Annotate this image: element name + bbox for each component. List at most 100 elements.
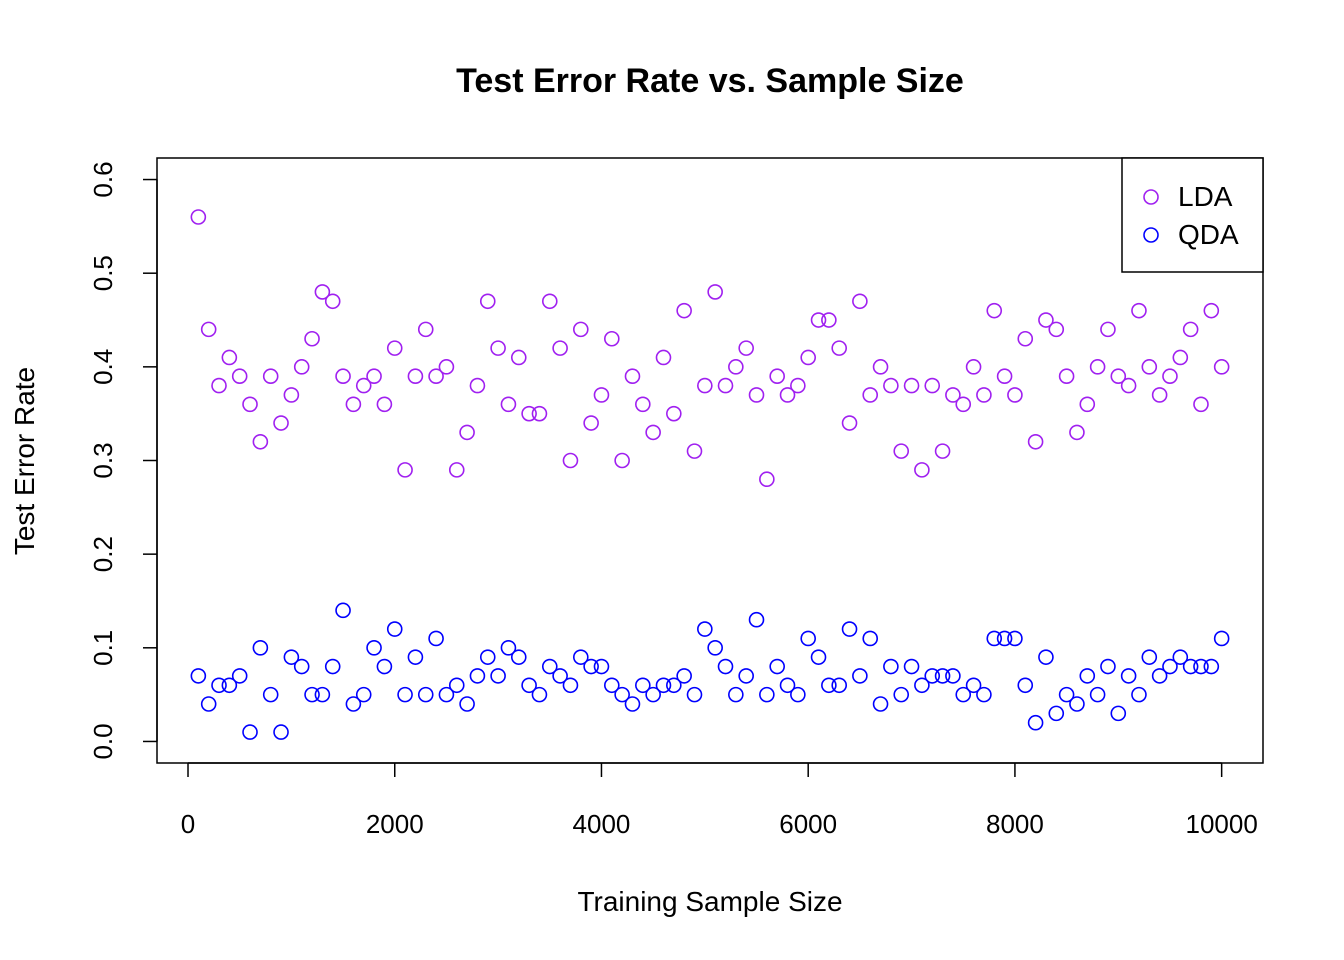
y-tick-label: 0.1 [88,630,118,666]
data-point-qda [324,658,341,675]
data-point-qda [1038,649,1054,665]
data-point-qda [686,686,703,703]
data-point-lda [1213,359,1230,375]
data-point-lda [914,462,930,478]
data-point-lda [1193,396,1209,413]
data-point-lda [1110,368,1127,385]
data-point-qda [1151,668,1168,684]
data-point-lda [893,443,910,459]
chart-title: Test Error Rate vs. Sample Size [456,62,964,100]
data-point-qda [386,621,403,637]
data-point-lda [1120,377,1137,394]
data-point-lda [1069,424,1085,441]
data-point-lda [1007,387,1023,403]
data-point-qda [934,668,951,684]
data-point-qda [293,658,310,675]
data-point-lda [242,396,258,413]
data-point-lda [1089,359,1106,375]
data-point-lda [552,340,568,356]
data-point-lda [945,387,961,403]
x-axis-label: Training Sample Size [577,886,842,917]
data-point-lda [707,284,723,300]
data-point-lda [252,433,269,450]
data-point-qda [635,677,651,694]
y-tick-label: 0.0 [88,723,118,759]
data-point-lda [572,321,589,338]
data-point-lda [593,387,610,403]
data-point-lda [697,377,713,394]
data-point-qda [738,668,754,684]
data-point-qda [572,649,589,665]
legend-marker-qda [1143,227,1159,243]
data-point-qda [893,686,910,703]
x-tick-label: 6000 [779,809,837,839]
data-point-lda [448,462,465,478]
legend-box [1121,157,1264,273]
data-point-qda [666,677,682,694]
data-point-lda [386,340,403,356]
data-point-qda [914,677,930,694]
data-point-lda [810,312,827,328]
data-point-lda [821,312,837,328]
data-point-lda [862,387,879,403]
data-point-qda [872,696,889,712]
data-point-qda [366,640,382,656]
data-point-lda [324,293,341,310]
data-point-lda [1017,330,1034,347]
legend-label-qda: QDA [1178,219,1239,250]
data-point-qda [1048,705,1065,722]
data-point-qda [852,668,868,684]
data-point-qda [283,649,300,665]
data-point-lda [614,452,630,469]
data-point-qda [676,668,692,684]
data-point-lda [345,396,362,413]
data-point-qda [314,686,331,703]
data-point-qda [490,668,506,684]
data-point-lda [748,387,765,403]
data-point-lda [965,359,982,375]
y-axis: 0.0 0.1 0.2 0.3 0.4 0.5 0.6 [88,161,158,760]
data-point-lda [428,368,444,385]
data-point-qda [417,686,434,703]
data-point-lda [490,340,506,356]
data-point-qda [1193,658,1209,675]
data-point-lda [1100,321,1116,338]
data-point-qda [500,640,517,656]
data-point-lda [728,359,744,375]
data-point-lda [510,349,527,366]
data-point-lda [438,359,455,375]
y-tick-label: 0.6 [88,161,118,197]
data-point-qda [1182,658,1199,675]
plot-frame [156,157,1264,764]
data-point-lda [986,302,1003,319]
y-tick-label: 0.3 [88,442,118,478]
data-point-lda [645,424,661,441]
x-tick-label: 10000 [1185,809,1257,839]
data-point-qda [448,677,465,694]
data-point-qda [593,658,610,675]
data-point-lda [355,377,372,394]
data-point-lda [314,284,331,300]
data-point-lda [759,471,775,488]
data-point-qda [438,686,455,703]
data-point-qda [965,677,982,694]
data-point-qda [986,630,1003,647]
data-point-qda [345,696,362,712]
data-point-lda [666,405,682,422]
data-point-qda [262,686,279,703]
data-point-lda [1038,312,1054,328]
data-point-qda [1213,630,1230,647]
y-axis-label: Test Error Rate [9,367,40,555]
data-points [190,209,1230,740]
data-point-qda [707,640,723,656]
data-point-qda [479,649,496,665]
data-point-lda [655,349,672,366]
data-point-lda [779,387,796,403]
data-point-qda [252,640,269,656]
data-point-qda [624,696,641,712]
data-point-qda [748,611,765,628]
data-point-lda [500,396,517,413]
data-point-qda [697,621,713,637]
data-point-qda [1162,658,1178,675]
data-point-lda [376,396,393,413]
